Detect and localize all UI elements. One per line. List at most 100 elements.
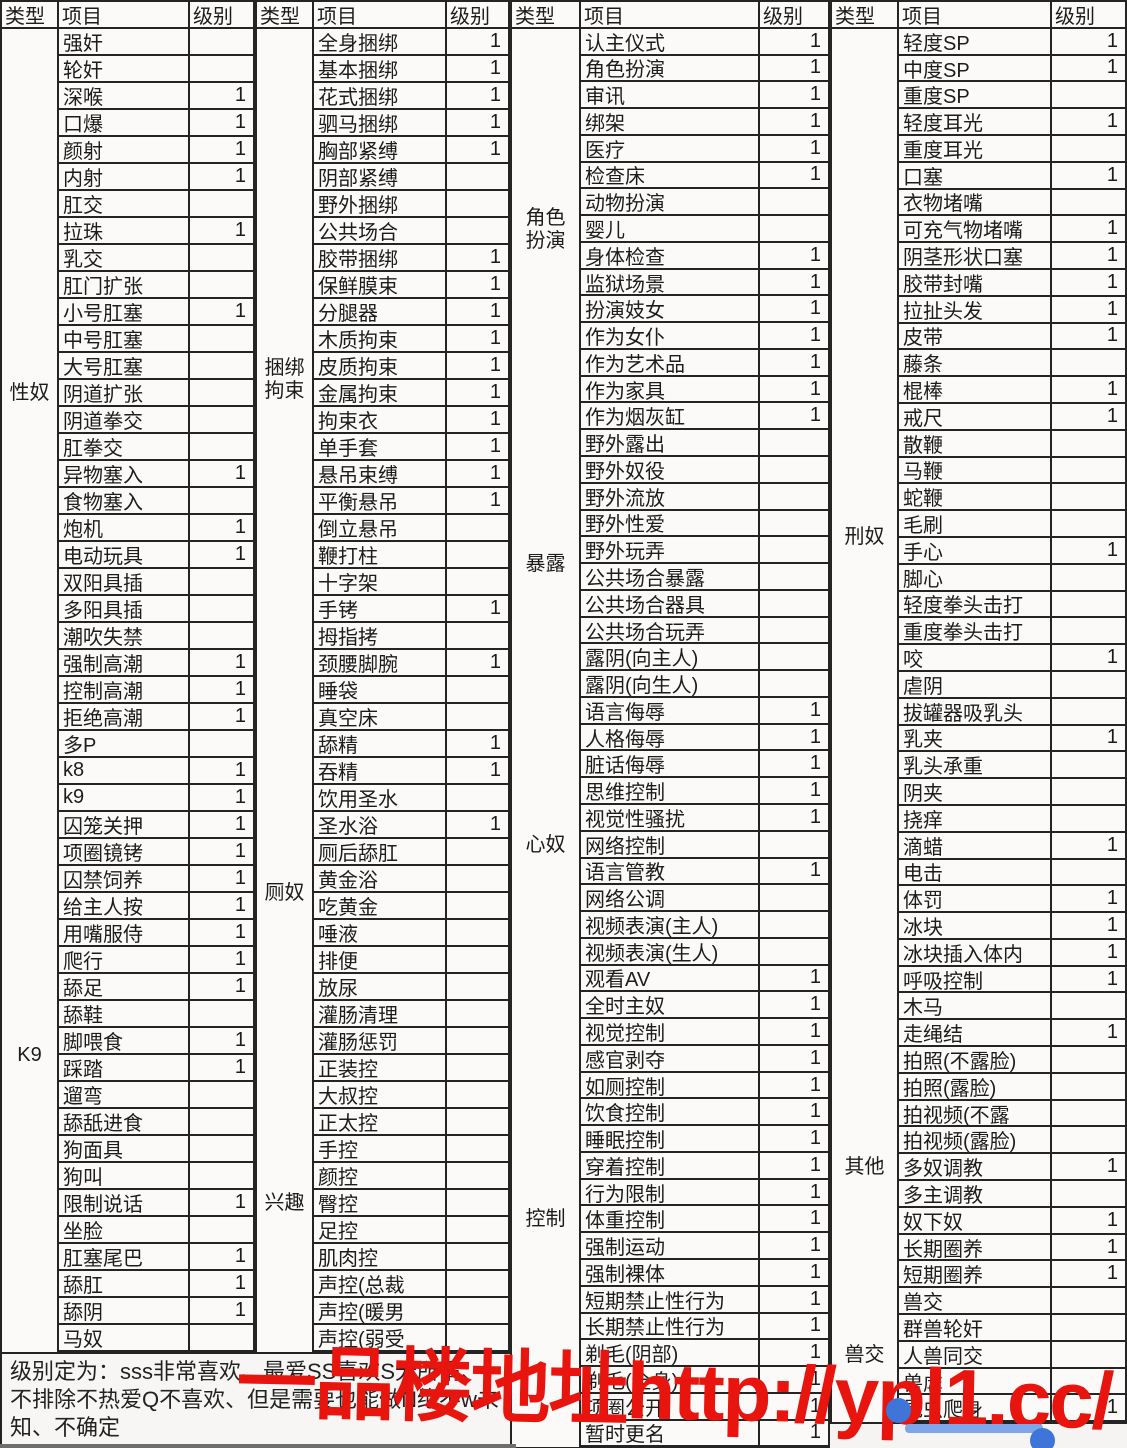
item-name-cell: 悬吊束缚 bbox=[314, 461, 447, 486]
table-row: 多P bbox=[59, 731, 253, 758]
item-name-cell: 饮食控制 bbox=[581, 1099, 760, 1125]
table-row: 肛拳交 bbox=[59, 434, 253, 461]
header-level: 级别 bbox=[763, 5, 803, 27]
item-name-cell: 扮演妓女 bbox=[581, 296, 760, 322]
table-row: 动物扮演 bbox=[581, 189, 828, 217]
item-name-cell: 阴道拳交 bbox=[59, 407, 190, 432]
table-row: 脚心 bbox=[899, 564, 1125, 592]
item-level-cell: 1 bbox=[234, 84, 246, 106]
item-name-cell: 多主调教 bbox=[899, 1181, 1052, 1206]
table-row: 身体检查 1 bbox=[581, 242, 828, 270]
category-label: 控制 bbox=[525, 1208, 566, 1231]
item-level-cell bbox=[447, 785, 508, 810]
item-level-cell: 1 bbox=[234, 948, 246, 970]
item-level-cell: 1 bbox=[809, 1367, 821, 1390]
item-level-cell: 1 bbox=[1106, 163, 1118, 186]
item-name-cell: 金属拘束 bbox=[314, 380, 447, 405]
item-level-cell: 1 bbox=[234, 516, 246, 538]
column-group: 类型 项目 级别 捆绑拘束 全身捆绑 1 基本捆绑 1 花式捆绑 1 驷马捆绑 1 胸部紧缚 1 阴部紧缚野… bbox=[255, 0, 510, 1354]
item-level-cell bbox=[1052, 1315, 1125, 1340]
selection-handle-right-icon[interactable] bbox=[1030, 1428, 1055, 1448]
item-name-cell: 厕后舔肛 bbox=[314, 839, 447, 864]
table-row: 正装控 bbox=[314, 1055, 508, 1082]
item-level-cell bbox=[447, 1001, 508, 1026]
item-level-cell bbox=[447, 947, 508, 972]
table-row: 声控(暖男 bbox=[314, 1298, 508, 1325]
item-name-cell: 花式捆绑 bbox=[314, 83, 447, 108]
item-level-cell: 1 bbox=[1106, 29, 1118, 52]
table-row: 人兽同交 bbox=[899, 1341, 1125, 1369]
item-level-cell bbox=[760, 832, 828, 857]
item-level-cell bbox=[190, 56, 253, 81]
table-row: 滴蜡 1 bbox=[899, 832, 1125, 860]
item-level-cell: 1 bbox=[809, 1287, 821, 1310]
item-level-cell: 1 bbox=[1106, 887, 1118, 910]
table-row: 轮奸 bbox=[59, 56, 253, 83]
table-row: 平衡悬吊 1 bbox=[314, 488, 508, 515]
column-group: 类型 项目 级别 刑奴 轻度SP 1 中度SP 1 重度SP 轻度耳光 1 重度耳光 口塞 1 衣物堵嘴 可充… bbox=[830, 0, 1127, 1425]
item-level-cell: 1 bbox=[1106, 404, 1118, 427]
item-name-cell: 乳交 bbox=[59, 245, 190, 270]
item-level-cell: 1 bbox=[1106, 1021, 1118, 1044]
item-level-cell bbox=[760, 885, 828, 910]
table-row: 颜控 bbox=[314, 1163, 508, 1190]
item-level-cell: 1 bbox=[1106, 1262, 1118, 1285]
table-row: 拔罐器吸乳头 bbox=[899, 698, 1125, 726]
item-name-cell: 胸部紧缚 bbox=[314, 137, 447, 162]
item-level-cell bbox=[760, 216, 828, 241]
table-row: 唾液 bbox=[314, 920, 508, 947]
item-name-cell: 阴部紧缚 bbox=[314, 164, 447, 189]
item-name-cell: 用嘴服侍 bbox=[59, 920, 190, 945]
item-level-cell bbox=[1052, 618, 1125, 643]
item-name-cell: 露阴(向生人) bbox=[581, 671, 760, 696]
table-row: 限制说话 1 bbox=[59, 1190, 253, 1217]
item-name-cell: 中度SP bbox=[899, 55, 1052, 81]
table-row: 金属拘束 1 bbox=[314, 380, 508, 407]
item-name-cell: 排便 bbox=[314, 947, 447, 972]
table-row: 短期禁止性行为 1 bbox=[581, 1286, 828, 1314]
table-row: 衣物堵嘴 bbox=[899, 189, 1125, 217]
text-selection-bar[interactable] bbox=[905, 1424, 1043, 1433]
item-name-cell: 兽虐 bbox=[899, 1368, 1052, 1394]
table-row: 扮演妓女 1 bbox=[581, 296, 828, 324]
item-name-cell: 脚喂食 bbox=[59, 1028, 190, 1053]
table-row: 兽虐 bbox=[899, 1368, 1125, 1396]
item-name-cell: 手心 bbox=[899, 537, 1052, 563]
item-name-cell: 感官剥夺 bbox=[581, 1045, 760, 1071]
item-level-cell: 1 bbox=[809, 1260, 821, 1283]
item-level-cell bbox=[1052, 431, 1125, 456]
selection-handle-left-icon[interactable] bbox=[886, 1398, 911, 1423]
header-item: 项目 bbox=[581, 2, 760, 27]
item-level-cell: 1 bbox=[1106, 110, 1118, 133]
item-level-cell bbox=[760, 671, 828, 696]
table-row: 木质拘束 1 bbox=[314, 326, 508, 353]
item-level-cell bbox=[447, 893, 508, 918]
item-level-cell: 1 bbox=[809, 270, 821, 293]
item-name-cell: 多奴调教 bbox=[899, 1154, 1052, 1180]
header-type: 类型 bbox=[257, 2, 314, 27]
item-name-cell: 强制高潮 bbox=[59, 650, 190, 675]
item-name-cell: 睡眠控制 bbox=[581, 1126, 760, 1151]
item-name-cell: 剃毛(阴部) bbox=[581, 1340, 760, 1366]
category-cell: 厕奴 bbox=[257, 731, 314, 1055]
table-row: 拇指拷 bbox=[314, 623, 508, 650]
table-row: 倒立悬吊 bbox=[314, 515, 508, 542]
table-row: 胸部紧缚 1 bbox=[314, 137, 508, 164]
item-level-cell: 1 bbox=[489, 381, 501, 403]
category-cell: 兴趣 bbox=[257, 1055, 314, 1352]
item-level-cell bbox=[760, 939, 828, 964]
table-row: 野外捆绑 bbox=[314, 191, 508, 218]
table-row: 多奴调教 1 bbox=[899, 1154, 1125, 1182]
item-name-cell: 绑架 bbox=[581, 109, 760, 134]
item-level-cell: 1 bbox=[809, 324, 821, 347]
table-row: 穿着控制 1 bbox=[581, 1152, 828, 1180]
item-name-cell: 拉珠 bbox=[59, 218, 190, 243]
table-row: 全时主奴 1 bbox=[581, 992, 828, 1020]
table-row: 藤条 bbox=[899, 350, 1125, 378]
table-row: 遛弯 bbox=[59, 1082, 253, 1109]
item-level-cell: 1 bbox=[234, 759, 246, 781]
item-name-cell: 脏话侮辱 bbox=[581, 751, 760, 777]
item-name-cell: 观看AV bbox=[581, 965, 760, 991]
table-row: 舔鞋 bbox=[59, 1001, 253, 1028]
table-row: 拉珠 1 bbox=[59, 218, 253, 245]
